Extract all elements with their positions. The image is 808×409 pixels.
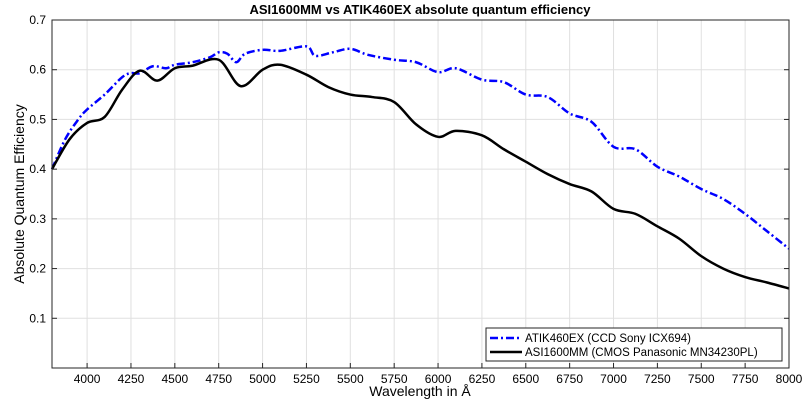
x-tick-label: 8000 (776, 372, 803, 386)
x-tick-label: 4250 (118, 372, 145, 386)
x-tick-label: 4500 (161, 372, 188, 386)
x-tick-label: 7500 (688, 372, 715, 386)
x-tick-label: 4750 (205, 372, 232, 386)
chart-title: ASI1600MM vs ATIK460EX absolute quantum … (250, 2, 592, 17)
x-tick-label: 4000 (74, 372, 101, 386)
legend: ATIK460EX (CCD Sony ICX694) ASI1600MM (C… (486, 328, 782, 361)
y-tick-label: 0.3 (29, 212, 46, 226)
x-tick-label: 6250 (469, 372, 496, 386)
x-tick-label: 6750 (556, 372, 583, 386)
series-line-1 (52, 59, 789, 289)
y-axis-label: Absolute Quantum Efficiency (11, 104, 27, 284)
x-tick-label: 7750 (732, 372, 759, 386)
legend-label-asi: ASI1600MM (CMOS Panasonic MN34230PL) (525, 347, 758, 359)
x-axis-label: Wavelength in Å (369, 383, 471, 399)
plot-frame (52, 20, 789, 368)
y-tick-label: 0.6 (29, 63, 46, 77)
x-tick-label: 7250 (644, 372, 671, 386)
grid (52, 20, 789, 368)
y-tick-label: 0.2 (29, 262, 46, 276)
y-tick-label: 0.4 (29, 162, 46, 176)
y-tick-label: 0.1 (29, 311, 46, 325)
x-tick-label: 7000 (600, 372, 627, 386)
y-tick-label: 0.5 (29, 112, 46, 126)
x-tick-label: 5500 (337, 372, 364, 386)
x-tick-label: 6500 (512, 372, 539, 386)
series-lines (52, 46, 789, 288)
x-tick-label: 5000 (249, 372, 276, 386)
legend-label-atik: ATIK460EX (CCD Sony ICX694) (525, 333, 691, 345)
y-tick-label: 0.7 (29, 13, 46, 27)
x-tick-label: 5250 (293, 372, 320, 386)
